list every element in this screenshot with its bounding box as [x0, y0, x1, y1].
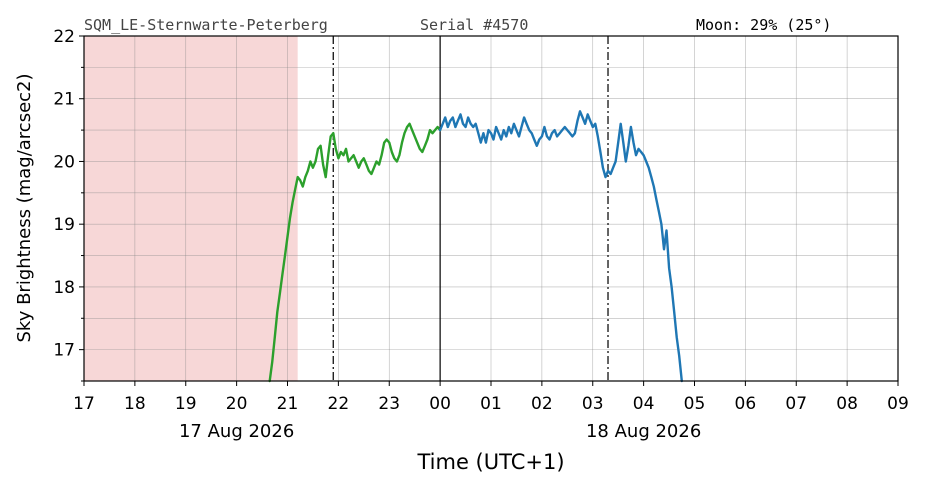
x-tick-label: 08: [836, 394, 858, 414]
y-tick-label: 17: [53, 341, 75, 361]
y-tick-label: 22: [53, 27, 75, 47]
y-tick-label: 19: [53, 215, 75, 235]
station-name: SQM_LE-Sternwarte-Peterberg: [84, 16, 328, 34]
grid-layer: [84, 36, 898, 381]
x-tick-label: 05: [684, 394, 706, 414]
x-tick-label: 03: [582, 394, 604, 414]
x-axis-label: Time (UTC+1): [416, 450, 564, 474]
y-tick-label: 20: [53, 152, 75, 172]
x-tick-label: 17: [73, 394, 95, 414]
x-tick-label: 00: [429, 394, 451, 414]
time-marker-layer: [332, 36, 609, 381]
x-tick-label: 06: [735, 394, 757, 414]
y-tick-label: 21: [53, 90, 75, 110]
x-tick-label: 21: [277, 394, 299, 414]
twilight-band-layer: [84, 36, 298, 381]
x-tick-label: 22: [328, 394, 350, 414]
moon-info: Moon: 29% (25°): [696, 16, 831, 34]
date-label: 17 Aug 2026: [179, 421, 294, 442]
date-label: 18 Aug 2026: [586, 421, 701, 442]
series-line: [268, 122, 442, 383]
x-tick-label: 18: [124, 394, 146, 414]
series-line: [438, 110, 683, 383]
twilight-band: [84, 36, 298, 381]
x-tick-label: 01: [480, 394, 502, 414]
x-tick-label: 23: [378, 394, 400, 414]
x-tick-label: 02: [531, 394, 553, 414]
tick-layer: 17 18 19 20 21 22 23 00 01 02 03 04 05 06 07 08 09 17 18 19…: [53, 27, 908, 442]
y-axis-label: Sky Brightness (mag/arcsec2): [14, 73, 35, 342]
serial-number: Serial #4570: [420, 16, 528, 34]
x-tick-label: 09: [887, 394, 909, 414]
x-tick-label: 20: [226, 394, 248, 414]
x-tick-label: 19: [175, 394, 197, 414]
y-tick-label: 18: [53, 278, 75, 298]
x-tick-label: 07: [785, 394, 807, 414]
x-tick-label: 04: [633, 394, 655, 414]
series-layer: [268, 110, 683, 383]
